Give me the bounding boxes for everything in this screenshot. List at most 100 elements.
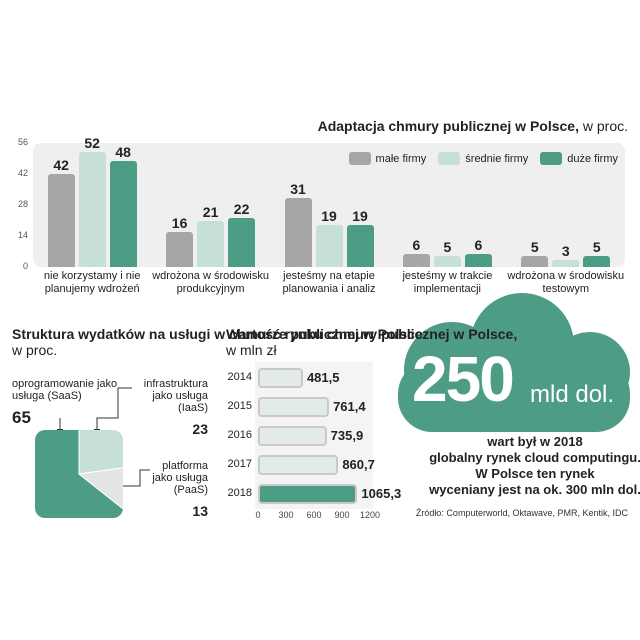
slice [35, 430, 123, 518]
legend-item: duże firmy [540, 152, 618, 165]
slice-value: 23 [192, 421, 208, 437]
highlight-value: 250 [412, 343, 515, 415]
x-tick-label: jesteśmy na etapie planowania i analiz [282, 270, 376, 295]
chart-title: Wartość rynku chmury publicznej w Polsce… [226, 326, 518, 342]
bar [47, 174, 75, 267]
slice-label: platforma jako usługa (PaaS) [152, 460, 208, 496]
x-tick-label: wdrożona w środowisku produkcyjnym [152, 270, 269, 295]
y-tick-label: 56 [17, 137, 28, 147]
title-box: Wartość rynku chmury publicznej w Polsce… [226, 326, 517, 358]
value-label: 6 [412, 236, 421, 253]
highlight-text: W Polsce ten rynek [475, 466, 595, 481]
bar [78, 151, 106, 267]
value-label: 21 [202, 203, 219, 220]
bar [402, 253, 430, 267]
bar [346, 224, 374, 267]
value-label: 31 [290, 181, 306, 198]
value-label: 22 [233, 201, 250, 218]
title-box: Struktura wydatków na usługi w chmurze p… [12, 326, 423, 358]
value-label: 761,4 [333, 399, 366, 414]
legend: małe firmy średnie firmy duże firmy [348, 152, 618, 165]
slice-value: 13 [192, 503, 208, 519]
legend-item: małe firmy [348, 152, 427, 165]
chart-subtitle: w mln zł [226, 342, 277, 358]
x-tick-label: 0 [255, 510, 261, 520]
legend-label: średnie firmy [465, 152, 529, 165]
legend-swatch [540, 152, 563, 165]
title-box: Adaptacja chmury publicznej w Polsce, w … [318, 118, 628, 134]
slice-label: oprogramowanie jako usługa (SaaS) [12, 378, 118, 402]
leader-line [96, 387, 132, 432]
value-label: 16 [171, 214, 188, 231]
y-tick-label: 14 [17, 230, 28, 240]
bar [258, 426, 327, 446]
y-tick-label: 2015 [227, 400, 252, 412]
y-tick-label: 42 [17, 168, 28, 178]
bar [433, 255, 461, 267]
x-tick-label: nie korzystamy i nie planujemy wdrożeń [43, 270, 141, 295]
highlight-text: wart był w 2018 [487, 434, 583, 449]
value-label: 42 [53, 157, 69, 173]
bar [284, 198, 312, 267]
y-tick-label: 2017 [227, 458, 252, 470]
bar [228, 218, 256, 267]
value-label: 52 [84, 134, 100, 151]
x-tick-label: 900 [334, 510, 350, 520]
y-tick-label: 2018 [227, 487, 252, 499]
value-label: 1065,3 [361, 486, 402, 501]
bar [583, 255, 611, 267]
slice [78, 430, 123, 475]
pie [35, 430, 123, 518]
highlight-unit: mld dol. [530, 381, 615, 408]
value-label: 860,7 [342, 457, 375, 472]
value-label: 6 [474, 236, 483, 253]
bar [197, 220, 225, 267]
value-label: 5 [443, 238, 452, 255]
bar [258, 455, 339, 475]
x-tick-label: 600 [306, 510, 322, 520]
legend-label: duże firmy [567, 152, 618, 165]
value-label: 3 [561, 243, 570, 260]
chart-subtitle: w proc. [12, 342, 58, 358]
y-tick-label: 0 [22, 261, 28, 271]
bar [258, 368, 303, 388]
value-label: 19 [321, 207, 337, 224]
y-tick-label: 28 [17, 199, 28, 209]
value-label: 735,9 [330, 428, 364, 443]
highlight-text: globalny rynek cloud computingu. [429, 450, 640, 465]
value-label: 5 [592, 238, 601, 255]
legend-swatch [348, 152, 371, 165]
y-tick-label: 2016 [227, 429, 252, 441]
slice [77, 460, 123, 518]
legend-label: małe firmy [375, 152, 427, 165]
y-tick-label: 2014 [227, 371, 252, 383]
bar [166, 231, 194, 267]
source: Źródło: Computerworld, Oktawave, PMR, Ke… [415, 508, 628, 518]
leader-line [120, 469, 150, 487]
chart-title: Adaptacja chmury publicznej w Polsce, [317, 118, 579, 134]
slices [35, 430, 123, 518]
x-tick-label: jesteśmy w trakcie implementacji [402, 270, 493, 295]
chart-subtitle: w proc. [582, 118, 628, 134]
chart-title: Struktura wydatków na usługi w chmurze p… [12, 326, 423, 342]
value-label: 481,5 [306, 370, 340, 385]
highlight-text: wyceniany jest na ok. 300 mln dol. [429, 482, 640, 497]
value-label: 19 [352, 207, 368, 224]
value-label: 5 [530, 238, 539, 255]
slice-label: infrastruktura jako usługa (IaaS) [143, 378, 208, 414]
bar [109, 160, 137, 267]
bar [315, 224, 343, 267]
slice-value: 65 [12, 408, 31, 427]
value-label: 48 [115, 143, 131, 160]
cloud [398, 293, 630, 432]
x-tick-label: wdrożona w środowisku testowym [507, 270, 625, 295]
bar [464, 253, 492, 267]
legend-item: średnie firmy [438, 152, 528, 165]
bar [258, 484, 358, 504]
x-tick-label: 1200 [359, 510, 381, 520]
legend-swatch [438, 152, 461, 165]
bar [521, 255, 549, 267]
bar [258, 397, 330, 417]
